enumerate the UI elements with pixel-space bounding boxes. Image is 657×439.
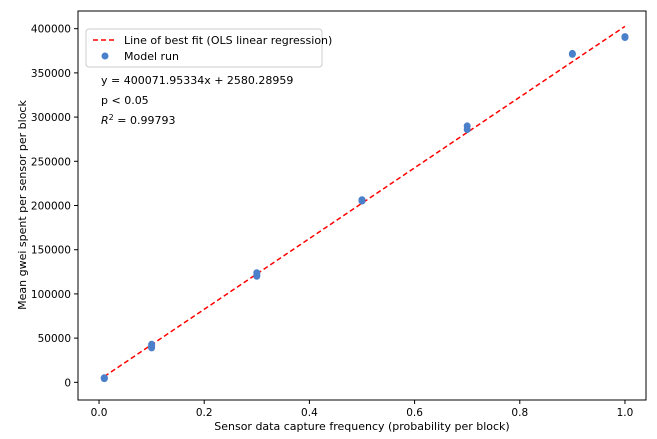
- x-axis-label: Sensor data capture frequency (probabili…: [214, 420, 509, 433]
- x-tick-label: 0.0: [91, 407, 108, 419]
- y-tick-label: 300000: [31, 112, 71, 124]
- y-axis-label: Mean gwei spent per sensor per block: [16, 100, 29, 310]
- x-tick-label: 0.2: [196, 407, 213, 419]
- x-tick-label: 0.6: [406, 407, 423, 419]
- regression-equation: y = 400071.95334x + 2580.28959: [101, 74, 293, 87]
- data-point: [621, 33, 629, 41]
- data-point: [463, 122, 471, 130]
- legend-model-run-marker: [101, 52, 109, 60]
- x-tick-label: 0.8: [511, 407, 528, 419]
- y-tick-label: 250000: [31, 156, 71, 168]
- data-point: [100, 374, 108, 382]
- y-tick-label: 150000: [31, 245, 71, 257]
- legend: Line of best fit (OLS linear regression)…: [85, 28, 332, 68]
- y-tick-label: 200000: [31, 201, 71, 213]
- data-points-layer: [100, 33, 629, 383]
- x-tick-label: 0.4: [301, 407, 318, 419]
- data-point: [358, 196, 366, 204]
- data-point: [568, 49, 576, 57]
- x-axis-ticks: 0.0 0.2 0.4 0.6 0.8 1.0: [91, 400, 634, 419]
- r-squared-annotation: R2 = 0.99793: [101, 113, 175, 128]
- legend-fit-label: Line of best fit (OLS linear regression): [124, 34, 332, 47]
- y-tick-label: 50000: [38, 333, 71, 345]
- y-tick-label: 100000: [31, 289, 71, 301]
- y-axis-ticks: 0 50000 100000 150000 200000 250000 300000 3500…: [31, 24, 78, 389]
- x-tick-label: 1.0: [617, 407, 634, 419]
- data-point: [253, 269, 261, 277]
- p-value-annotation: p < 0.05: [101, 94, 149, 107]
- y-tick-label: 350000: [31, 68, 71, 80]
- y-tick-label: 400000: [31, 24, 71, 36]
- plot-area: [78, 11, 646, 400]
- legend-frame: [85, 28, 323, 68]
- r-squared-value: = 0.99793: [114, 114, 176, 127]
- y-tick-label: 0: [64, 377, 71, 389]
- data-point: [148, 340, 156, 348]
- legend-model-run-label: Model run: [124, 50, 179, 63]
